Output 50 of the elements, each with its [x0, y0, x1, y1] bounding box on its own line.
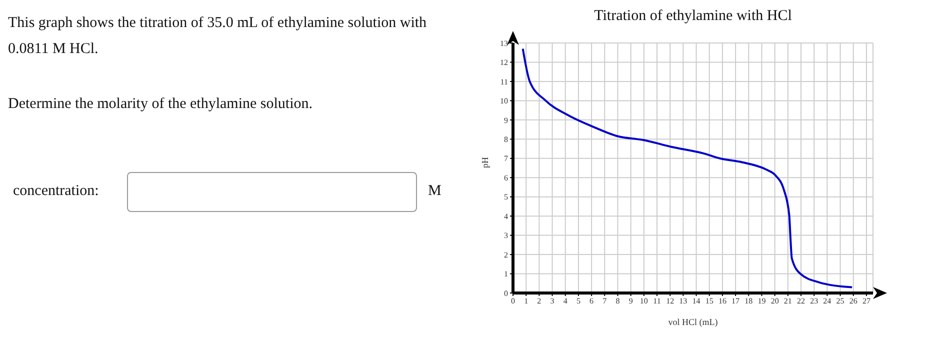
x-tick-label: 16: [718, 296, 726, 306]
x-tick-label: 3: [550, 296, 554, 306]
y-axis-title: pH: [480, 156, 490, 168]
x-axis-title: vol HCl (mL): [668, 317, 718, 327]
x-tick-label: 23: [810, 296, 818, 306]
y-tick-label: 5: [504, 192, 508, 202]
x-tick-label: 22: [797, 296, 805, 306]
y-tick-label: 9: [504, 116, 508, 125]
x-tick-label: 4: [563, 296, 568, 306]
x-tick-label: 24: [823, 296, 832, 306]
text: concentration:: [13, 183, 99, 200]
y-tick-label: 0: [504, 288, 508, 298]
line-series: [522, 48, 854, 288]
y-tick-label: 4: [504, 212, 508, 221]
x-tick-label: 14: [692, 296, 700, 306]
x-tick-label: 15: [705, 296, 714, 306]
x-tick-label: 25: [836, 296, 844, 306]
x-tick-label: 9: [628, 296, 633, 306]
x-tick-label: 6: [590, 296, 594, 306]
x-tick-label: 21: [784, 296, 792, 306]
x-tick-label: 8: [616, 296, 620, 306]
x-tick-label: 17: [732, 296, 740, 306]
y-tick-label: 10: [500, 96, 508, 106]
y-tick-label: 3: [504, 231, 508, 240]
x-tick-label: 27: [862, 296, 870, 306]
x-tick-label: 26: [849, 296, 858, 306]
x-tick-label: 13: [679, 296, 688, 306]
x-tick-label: 0: [511, 296, 515, 306]
x-tick-label: 7: [602, 296, 607, 306]
x-tick-label: 1: [524, 296, 528, 306]
x-tick-label: 12: [666, 296, 674, 306]
y-tick-label: 11: [500, 77, 508, 86]
y-tick-label: 6: [504, 173, 508, 182]
y-tick-label: 7: [504, 154, 508, 164]
x-tick-label: 18: [744, 296, 753, 306]
text: This graph shows the titration of 35.0 mL of ethylamine solution with 0.0811 M HCl.: [8, 14, 428, 59]
chart-title: Titration of ethylamine with HCl: [593, 8, 793, 25]
x-tick-label: 2: [537, 296, 542, 306]
x-tick-label: 19: [758, 296, 766, 306]
y-tick-label: 8: [504, 134, 508, 144]
y-tick-label: 1: [504, 270, 508, 279]
x-tick-label: 20: [770, 296, 779, 306]
x-tick-label: 11: [653, 296, 661, 306]
y-tick-label: 12: [500, 58, 508, 68]
y-tick-label: 13: [500, 38, 508, 48]
text: M: [428, 183, 442, 200]
x-tick-label: 10: [640, 296, 648, 306]
text: Determine the molarity of the ethylamine solution.: [8, 96, 313, 113]
y-tick-label: 2: [504, 250, 508, 260]
x-tick-label: 5: [576, 296, 580, 306]
